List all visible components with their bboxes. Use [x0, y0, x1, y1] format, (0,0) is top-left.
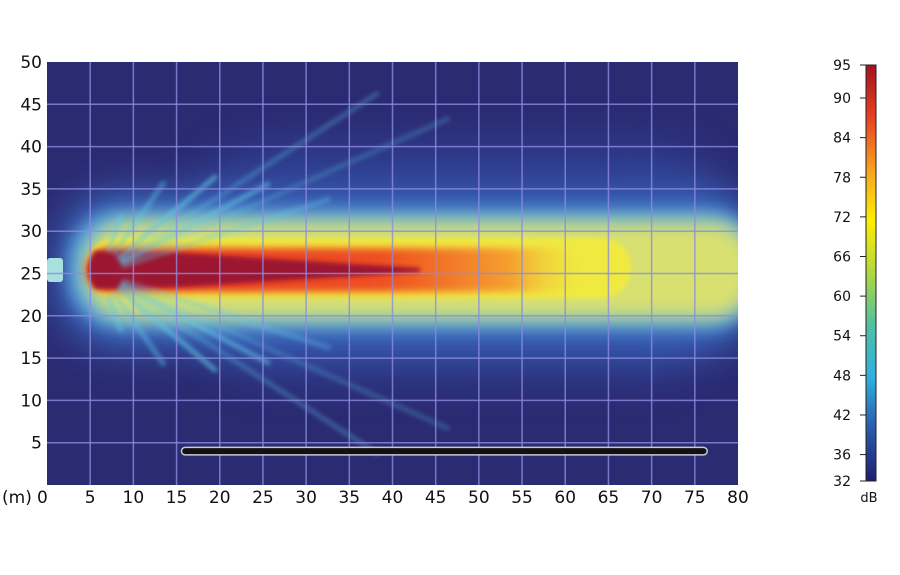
- x-tick-label: 75: [684, 488, 706, 508]
- x-tick-label: 60: [554, 488, 576, 508]
- colorbar-tick-label: 95: [833, 58, 851, 74]
- side-lobe-ray: [119, 282, 271, 366]
- y-tick-label: 20: [20, 307, 42, 327]
- y-tick-label: 30: [20, 222, 42, 242]
- x-tick-label: 35: [338, 488, 360, 508]
- y-tick-label: 5: [31, 434, 42, 454]
- side-lobe-ray: [116, 174, 218, 260]
- x-tick-label: 15: [166, 488, 188, 508]
- x-tick-label: 25: [252, 488, 274, 508]
- y-tick-label: 45: [20, 95, 42, 115]
- side-lobe-ray: [116, 287, 218, 373]
- colorbar: [865, 64, 877, 482]
- side-lobe-ray: [121, 196, 331, 269]
- side-lobe-ray: [112, 180, 166, 256]
- field-red-core: [88, 251, 420, 289]
- source-speaker: [47, 258, 63, 282]
- colorbar-ticks: 95 90 84 78 72 66 60 54 48 42 36 32: [833, 58, 866, 490]
- x-tick-label: 45: [425, 488, 447, 508]
- colorbar-tick-label: 78: [833, 170, 851, 186]
- y-tick-label: 40: [20, 138, 42, 158]
- x-tick-label: 0: [37, 488, 48, 508]
- colorbar-tick-label: 42: [833, 408, 851, 424]
- colorbar-tick-label: 32: [833, 474, 851, 490]
- x-tick-label: 30: [295, 488, 317, 508]
- y-tick-label: 15: [20, 349, 42, 369]
- y-tick-label: 25: [20, 265, 42, 285]
- colorbar-tick-label: 48: [833, 368, 851, 384]
- colorbar-tick-label: 84: [833, 131, 851, 147]
- y-tick-label: 50: [20, 53, 42, 73]
- x-tick-label: 80: [727, 488, 749, 508]
- side-lobe-ray: [118, 91, 380, 263]
- y-tick-label: 35: [20, 180, 42, 200]
- x-axis: 0 5 10 15 20 25 30 35 40 45 50 55 60 65 70 75 80: [37, 488, 749, 508]
- x-tick-label: 65: [598, 488, 620, 508]
- side-lobe-ray: [118, 284, 380, 456]
- x-tick-label: 5: [85, 488, 96, 508]
- x-tick-label: 50: [468, 488, 490, 508]
- colorbar-tick-label: 66: [833, 249, 851, 265]
- y-tick-label: 10: [20, 391, 42, 411]
- colorbar-tick-label: 54: [833, 329, 851, 345]
- colorbar-tick-label: 60: [833, 289, 851, 305]
- side-lobe-ray: [106, 214, 124, 253]
- x-tick-label: 10: [123, 488, 145, 508]
- sound-field: [47, 91, 738, 456]
- x-tick-label: 40: [382, 488, 404, 508]
- grid: [47, 62, 738, 485]
- colorbar-tick-label: 72: [833, 210, 851, 226]
- y-axis: 5 10 15 20 25 30 35 40 45 50: [20, 53, 42, 454]
- x-tick-label: 20: [209, 488, 231, 508]
- colorbar-tick-label: 90: [833, 91, 851, 107]
- x-tick-label: 55: [511, 488, 533, 508]
- x-tick-label: 70: [641, 488, 663, 508]
- colorbar-tick-label: 36: [833, 448, 851, 464]
- side-lobe-ray: [119, 181, 271, 265]
- side-lobe-ray: [112, 291, 166, 367]
- side-lobe-ray: [121, 278, 331, 351]
- colorbar-label: dB: [860, 491, 877, 506]
- x-unit-label: (m): [2, 488, 32, 508]
- side-lobe-ray: [106, 294, 124, 333]
